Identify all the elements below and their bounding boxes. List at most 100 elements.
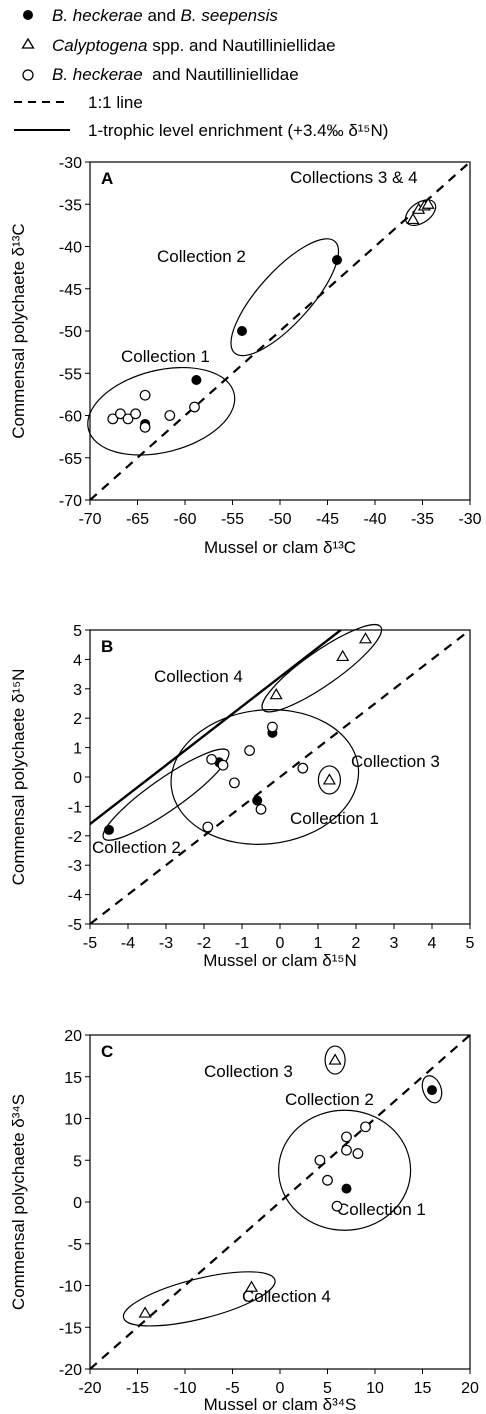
collection-ellipse (87, 366, 236, 456)
legend-label-5: 1-trophic level enrichment (+3.4‰ δ¹⁵N) (88, 121, 388, 140)
x-tick-label: 0 (276, 1380, 285, 1397)
x-tick-label: -40 (363, 511, 386, 528)
panel-letter: B (101, 637, 113, 656)
data-point-open-triangle (421, 197, 435, 209)
y-tick-label: -50 (59, 324, 82, 341)
one-to-one-line (90, 630, 470, 924)
y-tick-label: 10 (64, 1112, 82, 1129)
collection-ellipse (230, 238, 340, 357)
one-to-one-line (90, 1035, 470, 1369)
x-tick-label: -15 (126, 1380, 149, 1397)
collection-annotation: Collection 4 (242, 1287, 331, 1306)
panel-c: -20 -15 -10 -5 0 5 10 15 20 -20 -15 -10 -5 0 5 10 15 20 Mu… (9, 1028, 479, 1414)
collection-ellipse (170, 709, 360, 845)
y-axis-label: Commensal polychaete δ¹³C (9, 223, 28, 438)
collection-annotation: Collection 2 (157, 247, 246, 266)
y-tick-label: -30 (59, 155, 82, 172)
collection-ellipse (102, 748, 230, 841)
x-tick-label: 3 (390, 935, 399, 952)
y-tick-label: 20 (64, 1028, 82, 1045)
data-point-open-circle (139, 421, 151, 433)
x-tick-label: 15 (414, 1380, 432, 1397)
collection-annotation: Collection 2 (285, 1090, 374, 1109)
data-point-open-triangle (336, 649, 350, 662)
y-tick-label: 1 (73, 741, 82, 758)
x-tick-label: -5 (83, 935, 97, 952)
y-tick-label: -2 (68, 829, 82, 846)
data-point-open-circle (164, 410, 176, 421)
data-point-open-triangle (244, 1280, 259, 1292)
data-point-open-circle (341, 1131, 352, 1143)
legend-label-4: 1:1 line (88, 93, 143, 112)
x-tick-label: -45 (316, 511, 339, 528)
data-point-open-circle (130, 408, 142, 420)
data-point-open-circle (217, 759, 229, 771)
collection-ellipse (404, 199, 437, 227)
data-point-open-circle (139, 389, 151, 401)
data-point-open-triangle (328, 1053, 342, 1065)
collection-annotation: Collection 1 (121, 347, 210, 366)
y-tick-label: -55 (59, 366, 82, 383)
legend-label-3: B. heckerae and Nautilliniellidae (52, 65, 299, 84)
data-point-open-circle (341, 1144, 352, 1156)
y-tick-label: 5 (73, 623, 82, 640)
collection-ellipse (317, 765, 341, 795)
x-tick-label: 10 (366, 1380, 384, 1397)
data-point-open-circle (228, 777, 240, 789)
x-tick-label: -50 (268, 511, 291, 528)
data-point-open-circle (314, 1154, 326, 1166)
y-tick-label: -70 (59, 493, 82, 510)
y-tick-label: 2 (73, 711, 82, 728)
y-tick-label: -65 (59, 451, 82, 468)
data-point-open-circle (114, 408, 126, 420)
x-tick-label: 5 (323, 1380, 332, 1397)
y-axis-label: Commensal polychaete δ¹⁵N (9, 669, 28, 886)
y-tick-label: 0 (73, 770, 82, 787)
data-point-open-circle (297, 762, 309, 774)
legend-marker-open-circle (22, 69, 34, 81)
y-tick-label: -3 (68, 858, 82, 875)
data-point-open-circle (255, 803, 267, 815)
y-tick-label: -60 (59, 409, 82, 426)
collection-annotation: Collection 4 (154, 667, 243, 686)
x-tick-label: 4 (428, 935, 437, 952)
collection-ellipse (324, 1045, 346, 1075)
data-point-open-triangle (138, 1306, 152, 1318)
y-tick-label: -45 (59, 282, 82, 299)
data-point-open-triangle (322, 773, 336, 785)
x-tick-label: 0 (276, 935, 285, 952)
one-to-one-line (90, 162, 470, 500)
x-axis-label: Mussel or clam δ¹³C (204, 538, 356, 557)
data-point-open-circle (244, 745, 256, 756)
data-point-open-circle (331, 1200, 343, 1212)
data-point-open-circle (107, 413, 119, 425)
collection-annotation: Collection 3 (351, 752, 440, 771)
trophic-enrichment-line (90, 630, 342, 825)
data-point-filled-circle (104, 824, 114, 835)
data-point-open-circle (122, 413, 134, 425)
collection-ellipse (278, 1109, 412, 1231)
data-point-filled-circle (427, 1085, 437, 1096)
x-tick-label: -65 (126, 511, 149, 528)
collection-ellipse (122, 1271, 276, 1327)
y-tick-label: -40 (59, 240, 82, 257)
x-tick-label: 2 (352, 935, 361, 952)
collection-annotation: Collections 3 & 4 (290, 168, 418, 187)
data-point-filled-circle (252, 795, 263, 806)
data-point-open-circle (267, 721, 278, 733)
legend-marker-filled-circle (23, 10, 33, 20)
panel-b: -5 -4 -3 -2 -1 0 1 2 3 4 5 -5 -4 -3 -2 -1 0 1 2 3 4 5 Mussel o… (9, 623, 475, 970)
y-tick-label: -1 (68, 799, 82, 816)
data-point-open-triangle (406, 212, 420, 225)
data-point-open-circle (202, 821, 214, 833)
data-point-open-circle (360, 1121, 371, 1133)
data-point-open-circle (206, 753, 218, 765)
x-tick-label: 5 (466, 935, 475, 952)
panel-a: -70 -65 -60 -55 -50 -45 -40 -35 -30 -70 -65 -60 -55 -… (9, 155, 482, 557)
data-point-filled-circle (332, 255, 342, 266)
x-tick-label: -1 (235, 935, 249, 952)
x-axis-label: Mussel or clam δ³⁴S (204, 1395, 357, 1414)
y-tick-label: 0 (73, 1195, 82, 1212)
x-tick-label: 1 (314, 935, 323, 952)
x-tick-label: -3 (159, 935, 173, 952)
